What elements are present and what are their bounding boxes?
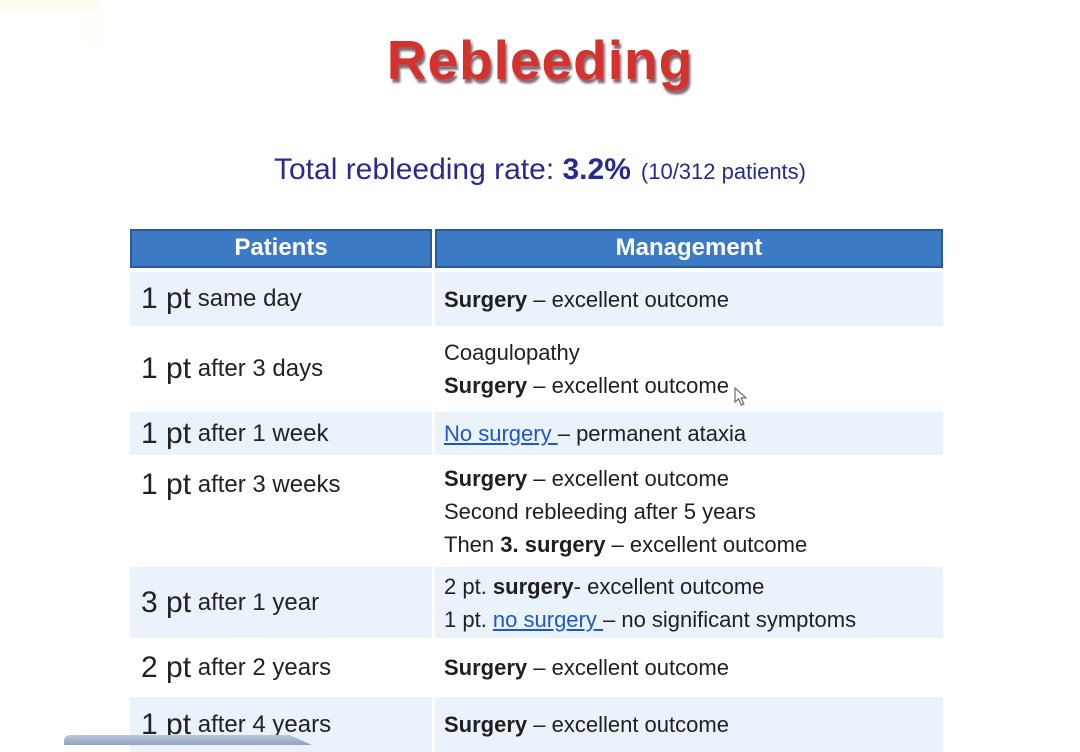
management-text: – excellent outcome: [527, 655, 729, 680]
slide-footer-shape: [64, 735, 312, 745]
management-text: – excellent outcome: [527, 712, 729, 737]
management-text: Then: [444, 531, 501, 557]
management-text: – excellent outcome: [527, 465, 729, 491]
table-row: 1 pt after 3 weeks Surgery – excellent ou…: [130, 455, 943, 567]
patients-text: 1 pt: [141, 416, 192, 450]
management-text: Coagulopathy: [444, 340, 580, 365]
column-header-patients: Patients: [130, 229, 432, 268]
column-header-management: Management: [435, 229, 943, 268]
patients-cell: 1 pt same day: [130, 272, 432, 326]
patients-text: 1 pt: [141, 352, 192, 385]
management-line: Surgery – excellent outcome: [444, 283, 943, 316]
management-line: 2 pt. surgery- excellent outcome: [444, 570, 943, 603]
patients-text: after 2 years: [191, 653, 332, 681]
patients-text: after 1 week: [191, 419, 329, 447]
patients-text: 2 pt: [141, 650, 192, 684]
management-cell: No surgery – permanent ataxia: [435, 412, 943, 455]
management-text: Surgery: [444, 712, 528, 737]
management-text: – excellent outcome: [527, 373, 729, 398]
patients-text: same day: [191, 285, 302, 312]
patients-cell: 1 pt after 1 week: [130, 412, 432, 455]
management-cell: Surgery – excellent outcome: [435, 697, 943, 752]
management-text: Surgery: [444, 655, 528, 680]
patients-cell: 2 pt after 2 years: [130, 638, 432, 697]
management-line: Surgery – excellent outcome: [444, 369, 943, 402]
management-text: surgery: [492, 573, 574, 599]
table-row: 1 pt after 4 years Surgery – excellent ou…: [130, 697, 943, 752]
subtitle-prefix: Total rebleeding rate:: [273, 153, 563, 186]
hyperlink-text[interactable]: no surgery: [492, 606, 603, 632]
patients-text: after 3 days: [191, 355, 324, 382]
patients-text: after 1 year: [191, 588, 320, 616]
management-cell: Surgery – excellent outcome: [435, 272, 943, 326]
subtitle-rate: 3.2%: [562, 153, 631, 186]
patients-text: 1 pt: [141, 282, 192, 315]
management-line: No surgery – permanent ataxia: [444, 417, 943, 450]
subtitle: Total rebleeding rate: 3.2% (10/312 patie…: [0, 153, 1080, 187]
table-row: 1 pt after 3 days Coagulopathy Surgery – e…: [130, 326, 943, 412]
management-line: 1 pt. no surgery – no significant sympto…: [444, 603, 943, 636]
patients-text: 3 pt: [141, 585, 192, 619]
rebleeding-table: Patients Management 1 pt same day Surgery…: [130, 229, 943, 752]
management-text: Surgery: [444, 286, 528, 312]
management-line: Surgery – excellent outcome: [444, 651, 943, 684]
management-text: – no significant symptoms: [602, 606, 857, 632]
management-line: Surgery – excellent outcome: [444, 462, 943, 495]
management-line: Coagulopathy: [444, 336, 943, 369]
mouse-cursor-icon: [734, 386, 748, 407]
corner-artifact: [85, 10, 103, 44]
table-header-row: Patients Management: [130, 229, 943, 268]
management-line: Then 3. surgery – excellent outcome: [444, 528, 943, 561]
corner-artifact: [0, 0, 98, 12]
patients-text: after 4 years: [191, 710, 332, 738]
management-cell: Surgery – excellent outcome Second reblee…: [435, 455, 943, 567]
management-cell: Coagulopathy Surgery – excellent outcome: [435, 326, 943, 412]
table-row: 1 pt after 1 week No surgery – permanent …: [130, 412, 943, 455]
management-line: Surgery – excellent outcome: [444, 708, 943, 741]
patients-text: after 3 weeks: [191, 471, 341, 498]
table-row: 2 pt after 2 years Surgery – excellent ou…: [130, 638, 943, 697]
hyperlink-text[interactable]: No surgery: [444, 421, 558, 446]
patients-text: 1 pt: [141, 468, 192, 501]
management-text: – permanent ataxia: [557, 421, 747, 446]
management-cell: Surgery – excellent outcome: [435, 638, 943, 697]
management-text: Second rebleeding after 5 years: [444, 498, 756, 524]
management-line: Second rebleeding after 5 years: [444, 495, 943, 528]
management-text: – excellent outcome: [527, 286, 729, 312]
subtitle-note: (10/312 patients): [640, 159, 806, 184]
management-cell: 2 pt. surgery- excellent outcome 1 pt. no…: [435, 567, 943, 638]
table-body: 1 pt same day Surgery – excellent outcome…: [130, 272, 943, 752]
management-text: Surgery: [444, 373, 528, 398]
patients-cell: 3 pt after 1 year: [130, 567, 432, 638]
management-text: – excellent outcome: [605, 531, 808, 557]
management-text: Surgery: [444, 465, 528, 491]
slide-title: Rebleeding: [386, 29, 694, 91]
management-text: - excellent outcome: [573, 573, 765, 599]
management-text: 3. surgery: [500, 531, 606, 557]
management-text: 2 pt.: [444, 573, 493, 599]
patients-cell: 1 pt after 3 days: [130, 326, 432, 412]
patients-cell: 1 pt after 3 weeks: [130, 455, 432, 567]
management-text: 1 pt.: [444, 606, 493, 632]
table-row: 1 pt same day Surgery – excellent outcome: [130, 272, 943, 326]
table-row: 3 pt after 1 year 2 pt. surgery- excellen…: [130, 567, 943, 638]
